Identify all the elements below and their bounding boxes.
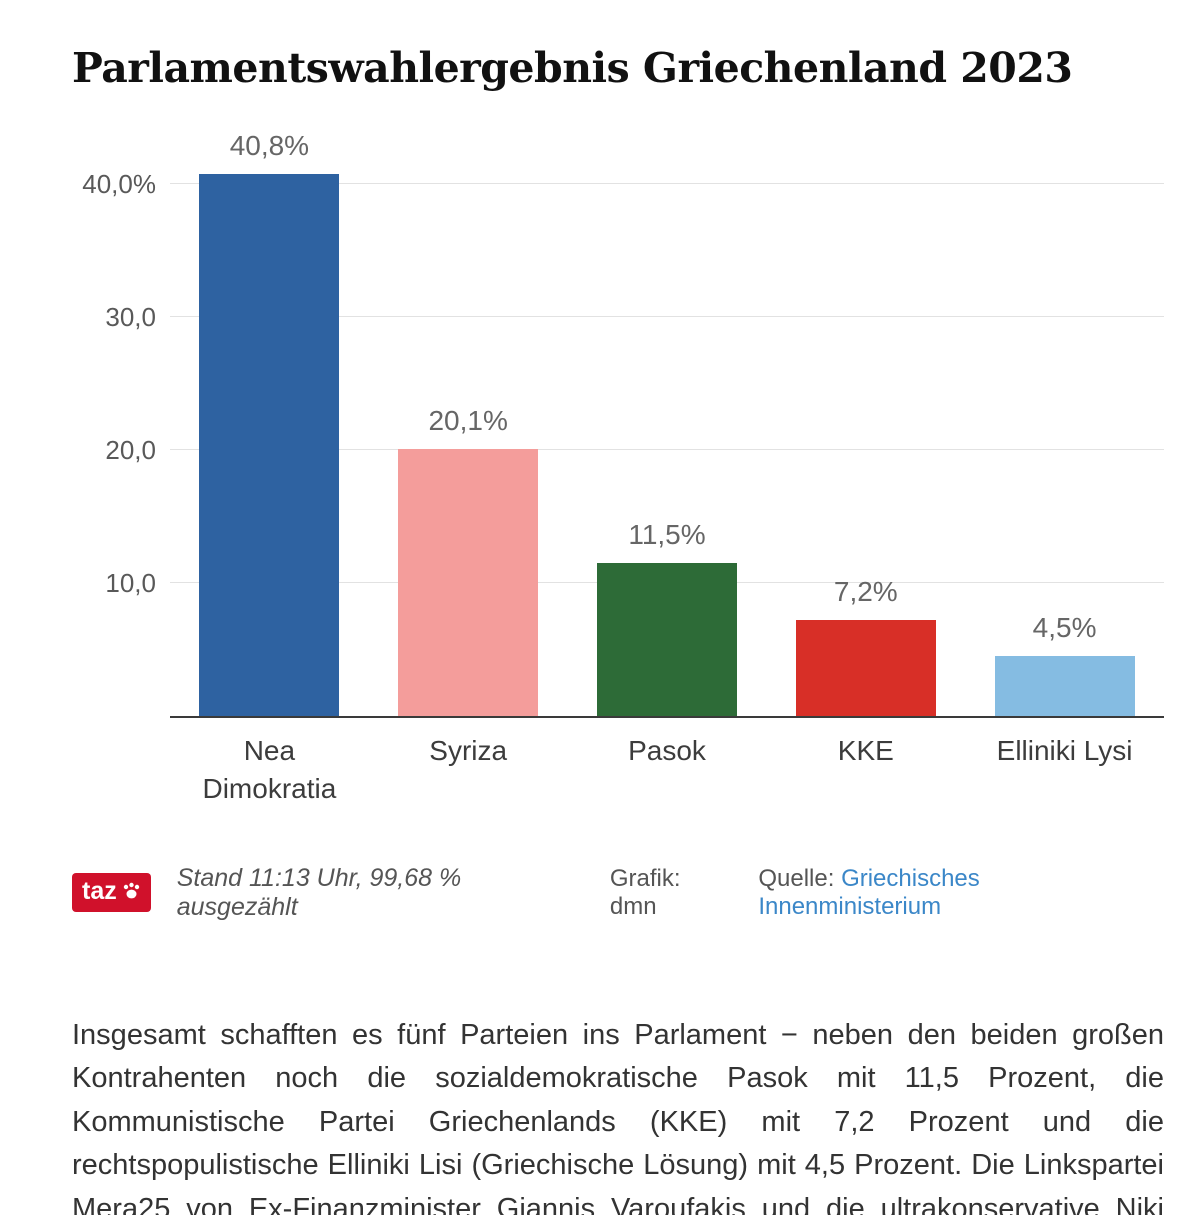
- x-axis-label-text: Nea Dimokratia: [202, 735, 337, 804]
- x-axis-label-text: KKE: [837, 735, 894, 766]
- y-axis-tick-label: 10,0: [105, 568, 156, 599]
- article-paragraph: Insgesamt schafften es fünf Parteien ins…: [72, 1018, 1164, 1215]
- x-axis-label-kke: KKE: [766, 732, 965, 808]
- bar-syriza: [398, 448, 539, 716]
- x-axis-label-syriza: Syriza: [369, 732, 568, 808]
- taz-logo: taz: [72, 873, 151, 913]
- x-axis-label-elliniki-lysi: Elliniki Lysi: [965, 732, 1164, 808]
- bar-column-nea-dimokratia: 40,8%: [170, 130, 369, 716]
- bar-value-label: 40,8%: [229, 129, 310, 161]
- page-title: Parlamentswahlergebnis Griechenland 2023: [72, 44, 1073, 92]
- y-axis-tick-label: 40,0%: [82, 169, 156, 200]
- bar-chart: 40,0% 30,0 20,0 10,0 40,8% 20,1% 11,5% 7,2% 4,5%: [72, 118, 1164, 718]
- bar-pasok: [596, 563, 737, 716]
- bar-column-pasok: 11,5%: [568, 173, 767, 716]
- graphic-credit: Grafik: dmn: [609, 864, 681, 920]
- bar-value-label: 4,5%: [1032, 612, 1097, 644]
- gridline: [170, 316, 1164, 318]
- gridline: [170, 449, 1164, 451]
- bar-value-label: 20,1%: [428, 404, 508, 436]
- source-link[interactable]: Griechisches Innenministerium: [758, 864, 980, 920]
- bar-column-kke: 7,2%: [766, 173, 965, 716]
- bar-elliniki-lysi: [994, 656, 1135, 716]
- y-axis-tick-label: 30,0: [105, 302, 156, 333]
- bar-column-elliniki-lysi: 4,5%: [965, 173, 1164, 716]
- y-axis-tick-label: 20,0: [105, 435, 156, 466]
- bar-kke: [795, 620, 936, 716]
- source-label: Quelle:: [758, 864, 835, 892]
- source-line: Quelle: Griechisches Innenministerium: [758, 865, 1164, 921]
- x-axis-label-pasok: Pasok: [568, 732, 767, 808]
- bar-nea-dimokratia: [199, 173, 340, 716]
- bar-column-syriza: 20,1%: [369, 173, 568, 716]
- chart-x-axis-labels: Nea Dimokratia Syriza Pasok KKE Elliniki Lys…: [170, 718, 1164, 808]
- chart-credits: taz Stand 11:13 Uhr, 99,68 % ausgezählt …: [72, 864, 1164, 922]
- chart-plot: 40,0% 30,0 20,0 10,0 40,8% 20,1% 11,5% 7,2% 4,5%: [82, 130, 1164, 718]
- x-axis-label-text: Syriza: [429, 735, 508, 766]
- x-axis-label-text: Elliniki Lysi: [996, 735, 1133, 766]
- bar-value-label: 11,5%: [628, 519, 706, 551]
- paw-icon: [123, 882, 139, 899]
- gridline: [170, 183, 1164, 185]
- status-text: Stand 11:13 Uhr, 99,68 % ausgezählt: [176, 863, 462, 921]
- x-axis-label-text: Pasok: [628, 735, 706, 766]
- x-axis-label-nea-dimokratia: Nea Dimokratia: [170, 732, 369, 808]
- taz-logo-text: taz: [82, 877, 117, 906]
- bar-value-label: 7,2%: [833, 576, 898, 608]
